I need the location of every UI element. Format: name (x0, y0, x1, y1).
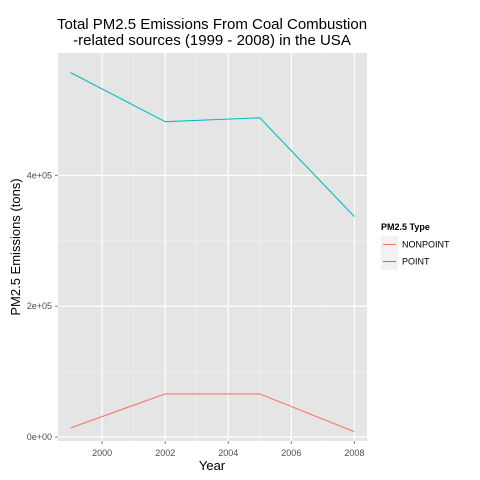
x-tick-label: 2000 (92, 448, 112, 458)
y-tick-label: 2e+05 (27, 301, 52, 311)
x-axis: 2000 2002 2004 2006 2008 (92, 441, 364, 458)
legend: PM2.5 Type NONPOINT POINT (381, 222, 450, 270)
x-axis-title: Year (199, 458, 226, 473)
y-tick-label: 4e+05 (27, 170, 52, 180)
plot-panel (58, 53, 367, 441)
y-axis-title: PM2.5 Emissions (tons) (8, 178, 23, 315)
x-tick-label: 2006 (281, 448, 301, 458)
chart-title-line-1: Total PM2.5 Emissions From Coal Combusti… (57, 16, 367, 33)
series-line-nonpoint (70, 393, 355, 433)
x-tick-label: 2004 (218, 448, 238, 458)
y-tick-label: 0e+00 (27, 432, 52, 442)
legend-label: POINT (402, 257, 430, 267)
legend-label: NONPOINT (402, 240, 450, 250)
series-lines (70, 72, 355, 433)
series-line-point (70, 72, 355, 217)
x-tick-label: 2008 (344, 448, 364, 458)
legend-title: PM2.5 Type (381, 222, 430, 232)
chart-title-line-2: -related sources (1999 - 2008) in the US… (73, 32, 351, 49)
x-tick-label: 2002 (155, 448, 175, 458)
y-axis: 0e+00 2e+05 4e+05 (27, 170, 58, 442)
